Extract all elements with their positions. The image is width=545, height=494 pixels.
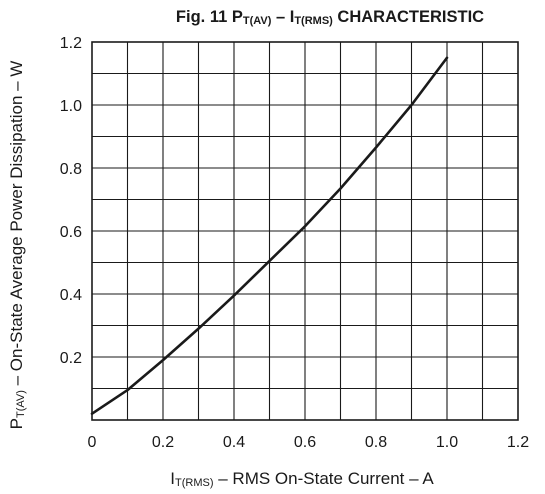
- y-tick-label: 1.0: [60, 98, 82, 115]
- x-tick-label: 1.0: [436, 434, 458, 451]
- chart-title-i-sub: T(RMS): [294, 15, 333, 27]
- grid: [92, 42, 518, 420]
- chart-title-p-main: P: [232, 8, 243, 26]
- x-tick-labels: 0 0.2 0.4 0.6 0.8 1.0 1.2: [88, 434, 530, 451]
- x-axis-label-rest: – RMS On-State Current – A: [214, 469, 435, 488]
- chart-title-i-main: I: [290, 8, 295, 26]
- x-tick-label: 0: [88, 434, 97, 451]
- series-group: [90, 56, 449, 415]
- chart-title-dash: –: [271, 8, 289, 26]
- x-axis-label: IT(RMS) – RMS On-State Current – A: [170, 469, 434, 489]
- y-axis-label-sub: T(AV): [15, 390, 27, 418]
- y-tick-label: 0.4: [60, 287, 82, 304]
- y-axis-label-rest: – On-State Average Power Dissipation – W: [7, 61, 26, 390]
- y-tick-label: 0.2: [60, 350, 82, 367]
- x-tick-label: 0.4: [223, 434, 245, 451]
- y-tick-label: 0.6: [60, 224, 82, 241]
- chart-title-prefix: Fig. 11: [176, 8, 232, 26]
- x-tick-label: 1.2: [507, 434, 529, 451]
- series-line: [90, 56, 449, 415]
- y-tick-label: 0.8: [60, 161, 82, 178]
- x-tick-label: 0.6: [294, 434, 316, 451]
- chart-title-p-sub: T(AV): [243, 15, 272, 27]
- plot-frame: [91, 41, 519, 421]
- chart-title-suffix: CHARACTERISTIC: [333, 8, 484, 26]
- x-axis-label-main: I: [170, 469, 175, 488]
- chart-title: Fig. 11 PT(AV) – IT(RMS) CHARACTERISTIC: [176, 8, 484, 27]
- y-axis-label-main: P: [7, 418, 26, 429]
- x-tick-label: 0.8: [365, 434, 387, 451]
- y-axis-label: PT(AV) – On-State Average Power Dissipat…: [7, 61, 27, 430]
- x-tick-label: 0.2: [152, 434, 174, 451]
- y-tick-labels: 0.2 0.4 0.6 0.8 1.0 1.2: [60, 35, 82, 367]
- y-tick-label: 1.2: [60, 35, 82, 52]
- x-axis-label-sub: T(RMS): [175, 477, 214, 489]
